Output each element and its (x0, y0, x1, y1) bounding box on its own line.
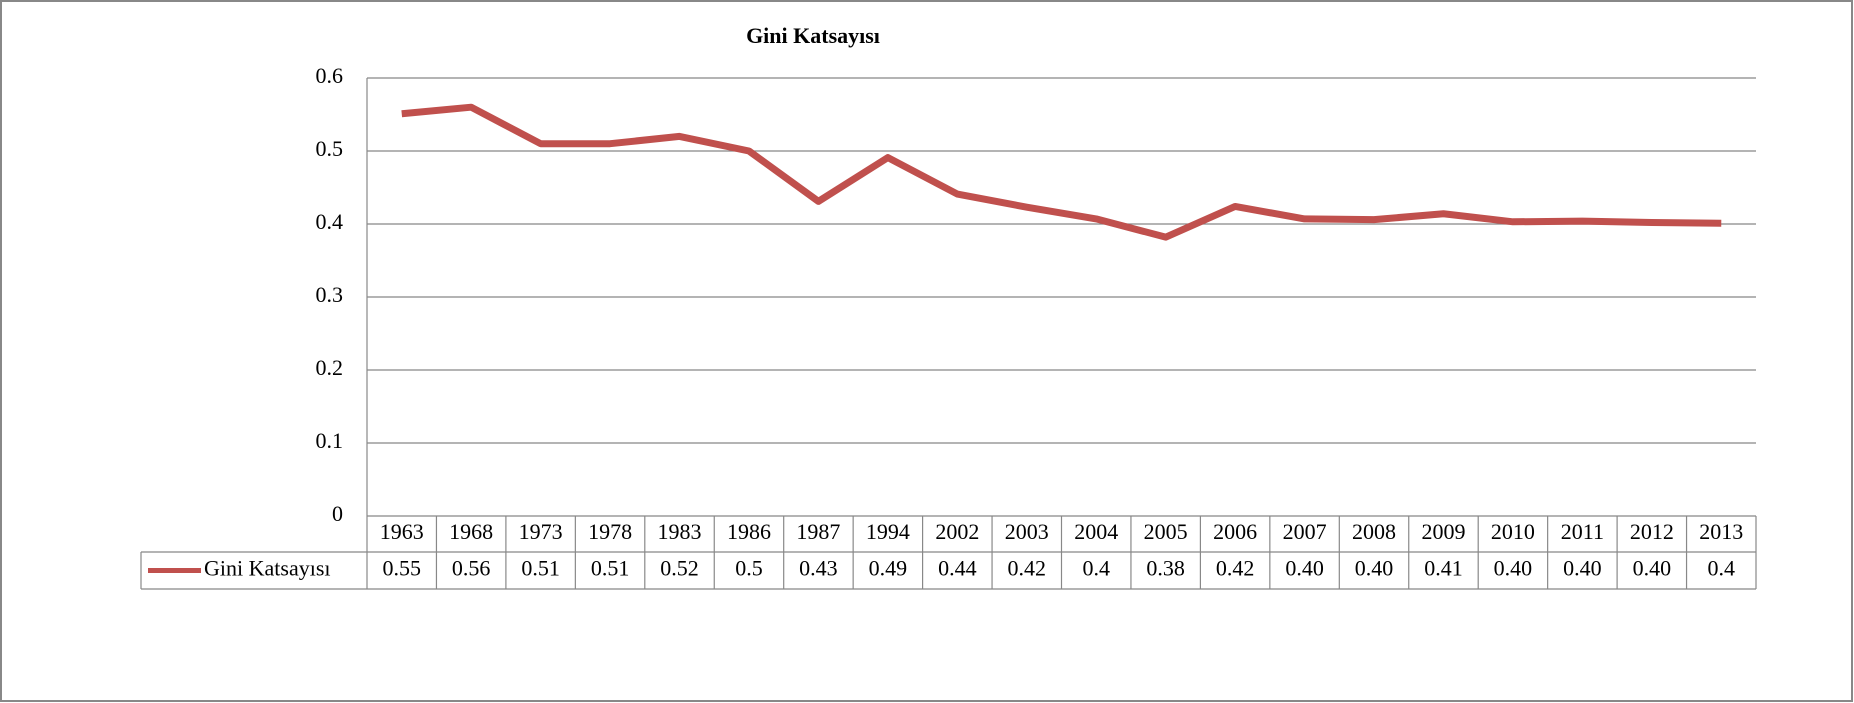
series-line (401, 103, 1722, 241)
data-label: 0.40 (1494, 556, 1533, 581)
data-label: 0.43 (799, 556, 838, 581)
data-label: 0.51 (521, 556, 560, 581)
x-tick-label: 1986 (727, 519, 771, 544)
x-tick-label: 1963 (380, 519, 424, 544)
data-label: 0.40 (1355, 556, 1394, 581)
legend-label: Gini Katsayısı (204, 556, 331, 581)
x-tick-label: 2011 (1561, 519, 1604, 544)
data-label: 0.40 (1285, 556, 1324, 581)
chart-title: Gini Katsayısı (746, 23, 880, 48)
x-tick-label: 2005 (1144, 519, 1188, 544)
x-tick-label: 2008 (1352, 519, 1396, 544)
data-label: 0.4 (1082, 556, 1110, 581)
x-tick-label: 1973 (519, 519, 563, 544)
x-tick-label: 2007 (1283, 519, 1327, 544)
y-tick-label: 0.2 (316, 355, 344, 380)
y-tick-label: 0.1 (316, 428, 344, 453)
data-label: 0.40 (1633, 556, 1672, 581)
x-tick-label: 1987 (796, 519, 840, 544)
y-tick-label: 0.5 (316, 136, 344, 161)
data-label: 0.5 (735, 556, 763, 581)
data-label: 0.49 (869, 556, 908, 581)
data-label: 0.56 (452, 556, 491, 581)
x-tick-label: 2012 (1630, 519, 1674, 544)
x-tick-label: 1968 (449, 519, 493, 544)
y-tick-label: 0.3 (316, 282, 344, 307)
x-tick-label: 2004 (1074, 519, 1118, 544)
data-label: 0.42 (1216, 556, 1255, 581)
y-tick-label: 0.4 (316, 209, 344, 234)
x-tick-label: 1994 (866, 519, 910, 544)
data-label: 0.41 (1424, 556, 1463, 581)
y-tick-label: 0 (332, 501, 343, 526)
data-label: 0.40 (1563, 556, 1602, 581)
x-tick-label: 2010 (1491, 519, 1535, 544)
data-label: 0.44 (938, 556, 977, 581)
x-tick-label: 2003 (1005, 519, 1049, 544)
data-label: 0.42 (1008, 556, 1047, 581)
x-tick-label: 2002 (935, 519, 979, 544)
data-label: 0.51 (591, 556, 630, 581)
data-label: 0.4 (1708, 556, 1736, 581)
x-tick-label: 2009 (1421, 519, 1465, 544)
x-tick-label: 1983 (658, 519, 702, 544)
x-tick-label: 2013 (1699, 519, 1743, 544)
x-tick-label: 2006 (1213, 519, 1257, 544)
data-label: 0.55 (382, 556, 421, 581)
data-label: 0.38 (1146, 556, 1185, 581)
data-label: 0.52 (660, 556, 699, 581)
x-tick-label: 1978 (588, 519, 632, 544)
y-tick-label: 0.6 (316, 63, 344, 88)
